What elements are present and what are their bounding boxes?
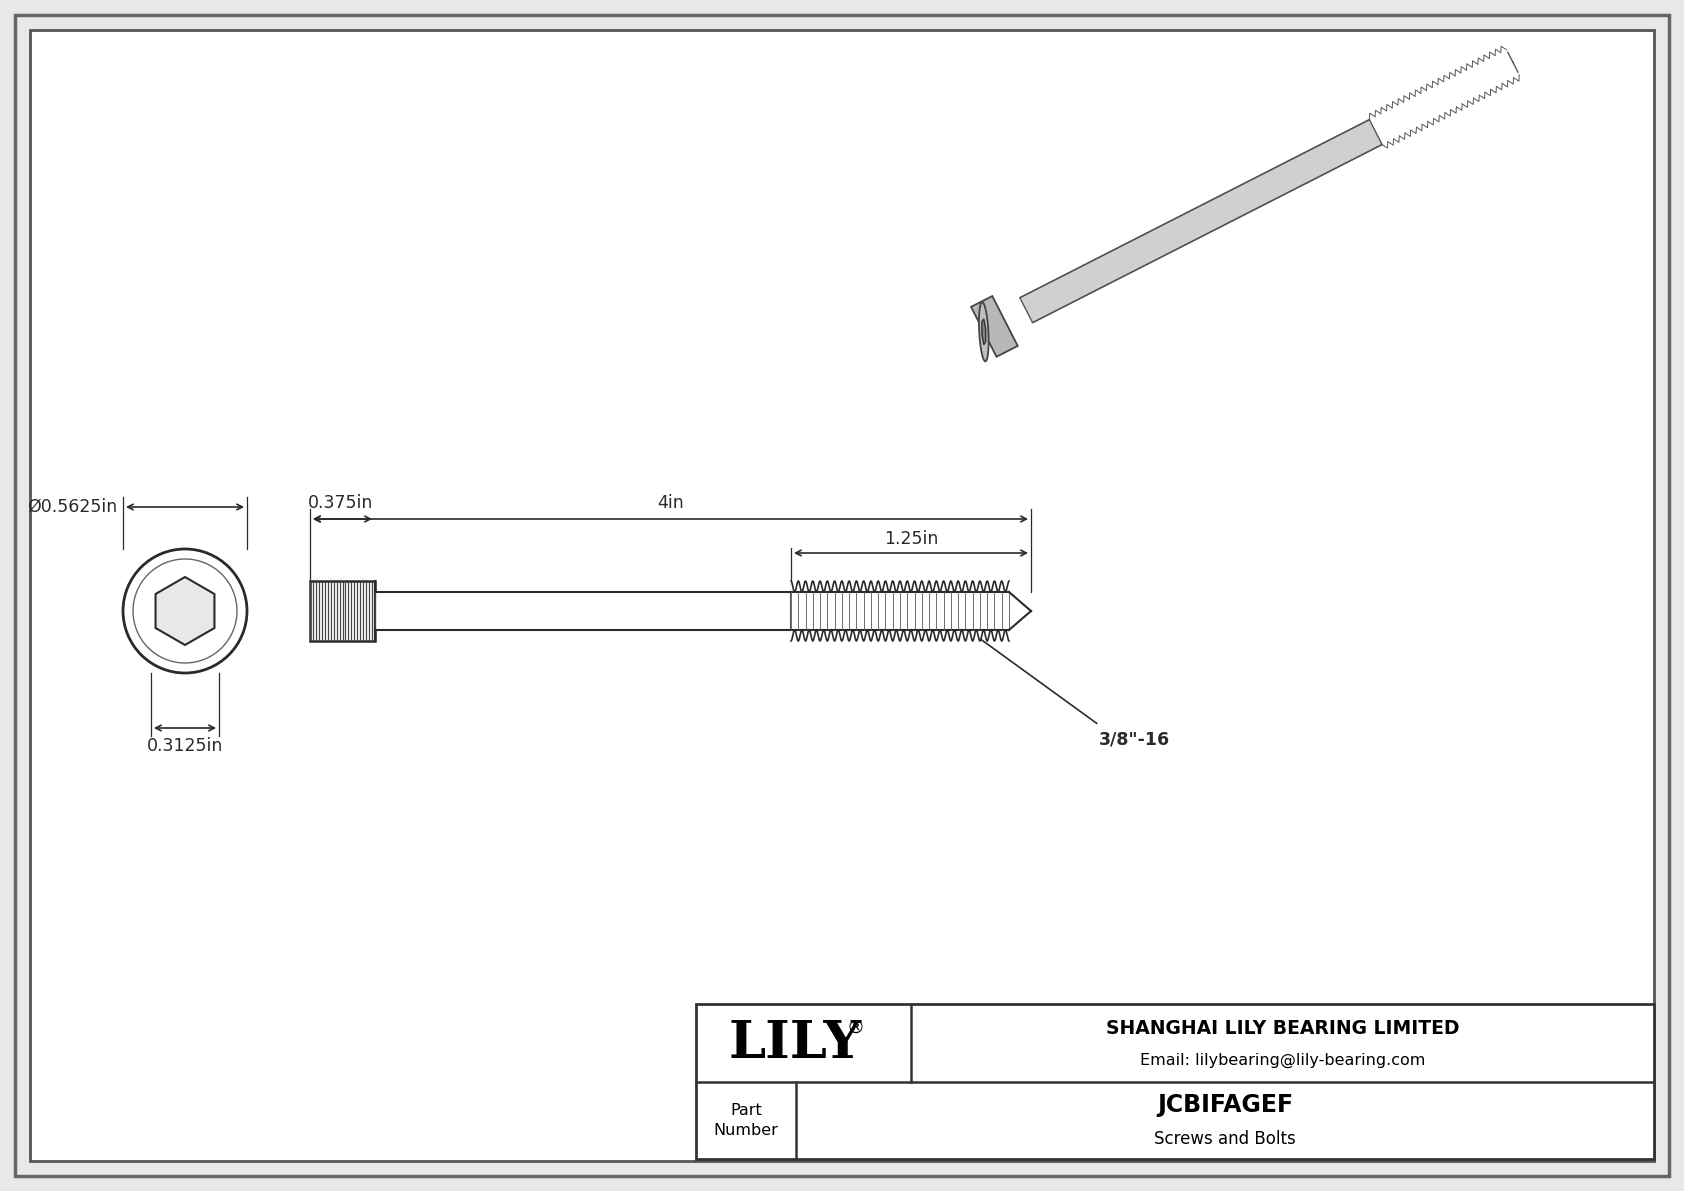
- Bar: [376, 592, 791, 630]
- Text: LILY: LILY: [729, 1018, 862, 1070]
- Text: 1.25in: 1.25in: [884, 530, 938, 548]
- Text: ®: ®: [847, 1018, 864, 1036]
- Polygon shape: [155, 576, 214, 646]
- Bar: [310, 581, 376, 641]
- Polygon shape: [982, 319, 985, 344]
- Bar: [695, 1004, 1654, 1159]
- Polygon shape: [972, 297, 1017, 357]
- Polygon shape: [1021, 119, 1383, 323]
- Text: 3/8"-16: 3/8"-16: [1100, 730, 1170, 748]
- Circle shape: [123, 549, 248, 673]
- Text: SHANGHAI LILY BEARING LIMITED: SHANGHAI LILY BEARING LIMITED: [1106, 1018, 1460, 1037]
- Text: Part
Number: Part Number: [714, 1103, 778, 1137]
- Text: Ø0.5625in: Ø0.5625in: [27, 498, 116, 516]
- Text: 0.375in: 0.375in: [308, 494, 374, 512]
- Text: Screws and Bolts: Screws and Bolts: [1154, 1130, 1297, 1148]
- Text: 4in: 4in: [657, 494, 684, 512]
- Polygon shape: [978, 303, 989, 361]
- Text: Email: lilybearing@lily-bearing.com: Email: lilybearing@lily-bearing.com: [1140, 1053, 1425, 1068]
- Text: 0.3125in: 0.3125in: [147, 737, 224, 755]
- Text: JCBIFAGEF: JCBIFAGEF: [1157, 1093, 1293, 1117]
